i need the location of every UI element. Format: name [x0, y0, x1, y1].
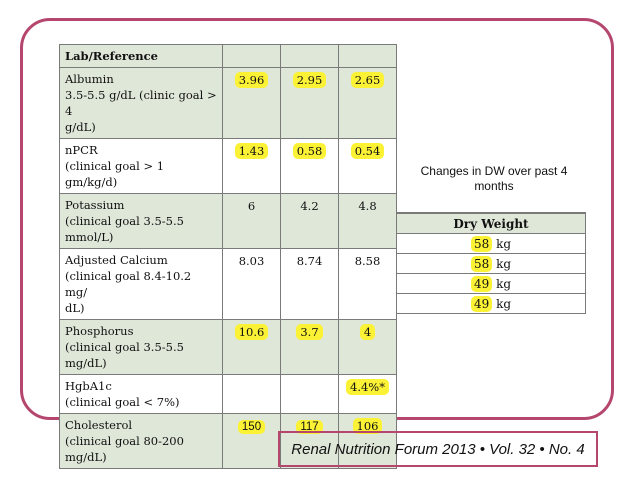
- lab-row-label: Cholesterol (clinical goal 80-200 mg/dL): [59, 413, 223, 469]
- dry-weight-row: 58 kg: [396, 233, 586, 254]
- lab-label-line: (clinical goal 3.5-5.5 mg/dL): [65, 340, 184, 370]
- lab-value-cell: 2.65: [338, 67, 397, 139]
- lab-label-line: Phosphorus: [65, 324, 134, 338]
- lab-value-cell: 150: [222, 413, 281, 469]
- lab-label-line: (clinical goal < 7%): [65, 395, 180, 409]
- dry-weight-row: 49 kg: [396, 293, 586, 314]
- lab-value-cell: [280, 374, 339, 414]
- dry-weight-caption: Changes in DW over past 4 months: [420, 164, 568, 193]
- lab-value: 8.03: [238, 254, 265, 268]
- lab-value: 3.7: [296, 324, 323, 340]
- lab-row-label: nPCR (clinical goal > 1 gm/kg/d): [59, 138, 223, 194]
- dry-weight-unit: kg: [496, 256, 512, 271]
- lab-value-cell: 106: [338, 413, 397, 469]
- lab-row-label: HgbA1c (clinical goal < 7%): [59, 374, 223, 414]
- dry-weight-table: Dry Weight 58 kg 58 kg 49 kg 49 kg: [396, 212, 586, 314]
- dry-weight-value: 58: [470, 255, 493, 272]
- lab-label-line: Albumin: [65, 72, 114, 86]
- lab-table-header: Lab/Reference: [59, 44, 223, 68]
- lab-value-cell: 6: [222, 193, 281, 249]
- lab-value-cell: 3.96: [222, 67, 281, 139]
- lab-value: 4.8: [358, 199, 377, 213]
- lab-value-cell: [222, 374, 281, 414]
- lab-label-line: (clinical goal 3.5-5.5: [65, 214, 184, 228]
- lab-value: 6: [247, 199, 256, 213]
- lab-value: 106: [352, 418, 383, 434]
- lab-label-line: 3.5-5.5 g/dL (clinic goal > 4: [65, 88, 217, 118]
- lab-row-label: Adjusted Calcium (clinical goal 8.4-10.2 …: [59, 248, 223, 320]
- dry-weight-unit: kg: [496, 236, 512, 251]
- lab-row-label: Phosphorus (clinical goal 3.5-5.5 mg/dL): [59, 319, 223, 375]
- lab-value: 2.65: [350, 72, 385, 88]
- lab-label-line: Potassium: [65, 198, 125, 212]
- lab-label-line: (clinical goal 8.4-10.2 mg/: [65, 269, 192, 299]
- dry-weight-value: 58: [470, 235, 493, 252]
- dry-weight-row: 58 kg: [396, 253, 586, 274]
- lab-value-cell: 4.8: [338, 193, 397, 249]
- lab-value-cell: 8.58: [338, 248, 397, 320]
- lab-row: Phosphorus (clinical goal 3.5-5.5 mg/dL) 1…: [59, 319, 397, 375]
- lab-label-line: mmol/L): [65, 230, 114, 244]
- lab-value: 150: [237, 420, 266, 434]
- lab-row: HgbA1c (clinical goal < 7%) 4.4%*: [59, 374, 397, 414]
- lab-row: Potassium (clinical goal 3.5-5.5 mmol/L) 6 4…: [59, 193, 397, 249]
- dry-weight-cell: 58 kg: [396, 233, 586, 254]
- lab-value: 4.4%*: [346, 379, 389, 395]
- lab-value: 0.58: [292, 143, 327, 159]
- lab-value: 10.6: [234, 324, 269, 340]
- lab-value: 4.2: [300, 199, 319, 213]
- dry-weight-cell: 49 kg: [396, 273, 586, 294]
- lab-value-cell: 0.54: [338, 138, 397, 194]
- lab-row: nPCR (clinical goal > 1 gm/kg/d) 1.43 0.58 0…: [59, 138, 397, 194]
- dry-weight-unit: kg: [496, 276, 512, 291]
- lab-label-line: (clinical goal > 1 gm/kg/d): [65, 159, 165, 189]
- lab-label-line: Adjusted Calcium: [65, 253, 168, 267]
- lab-row: Cholesterol (clinical goal 80-200 mg/dL) 1…: [59, 413, 397, 469]
- lab-value-cell: 0.58: [280, 138, 339, 194]
- dry-weight-value: 49: [470, 295, 493, 312]
- lab-table-header-row: Lab/Reference: [59, 44, 397, 68]
- dry-weight-unit: kg: [496, 296, 512, 311]
- lab-value: 8.58: [354, 254, 381, 268]
- lab-label-line: Cholesterol: [65, 418, 133, 432]
- lab-value-cell: 8.74: [280, 248, 339, 320]
- lab-label-line: HgbA1c: [65, 379, 112, 393]
- lab-label-line: dL): [65, 301, 85, 315]
- dry-weight-header-row: Dry Weight: [396, 212, 586, 234]
- dry-weight-cell: 49 kg: [396, 293, 586, 314]
- lab-values-table: Lab/Reference Albumin 3.5-5.5 g/dL (clini…: [59, 44, 397, 469]
- lab-value-cell: 2.95: [280, 67, 339, 139]
- lab-value-cell: 4: [338, 319, 397, 375]
- citation-footer: Renal Nutrition Forum 2013 • Vol. 32 • N…: [278, 431, 598, 467]
- lab-label-line: g/dL): [65, 120, 96, 134]
- lab-value-cell: 4.2: [280, 193, 339, 249]
- lab-row: Albumin 3.5-5.5 g/dL (clinic goal > 4 g/dL…: [59, 67, 397, 139]
- lab-value: 117: [296, 420, 323, 434]
- lab-value-cell: 3.7: [280, 319, 339, 375]
- lab-value: 4: [359, 324, 376, 340]
- lab-value-cell: 1.43: [222, 138, 281, 194]
- lab-value-cell: 117: [280, 413, 339, 469]
- lab-value-cell: 4.4%*: [338, 374, 397, 414]
- dry-weight-cell: 58 kg: [396, 253, 586, 274]
- lab-value-cell: 8.03: [222, 248, 281, 320]
- dry-weight-value: 49: [470, 275, 493, 292]
- lab-value: 8.74: [296, 254, 323, 268]
- lab-row-label: Albumin 3.5-5.5 g/dL (clinic goal > 4 g/dL…: [59, 67, 223, 139]
- lab-label-line: nPCR: [65, 143, 98, 157]
- dry-weight-header: Dry Weight: [396, 212, 586, 234]
- lab-value: 2.95: [292, 72, 327, 88]
- lab-row: Adjusted Calcium (clinical goal 8.4-10.2 …: [59, 248, 397, 320]
- lab-label-line: (clinical goal 80-200 mg/dL): [65, 434, 184, 464]
- lab-value-cell: 10.6: [222, 319, 281, 375]
- lab-row-label: Potassium (clinical goal 3.5-5.5 mmol/L): [59, 193, 223, 249]
- dry-weight-row: 49 kg: [396, 273, 586, 294]
- lab-value: 1.43: [234, 143, 269, 159]
- lab-value: 0.54: [350, 143, 385, 159]
- lab-value: 3.96: [234, 72, 269, 88]
